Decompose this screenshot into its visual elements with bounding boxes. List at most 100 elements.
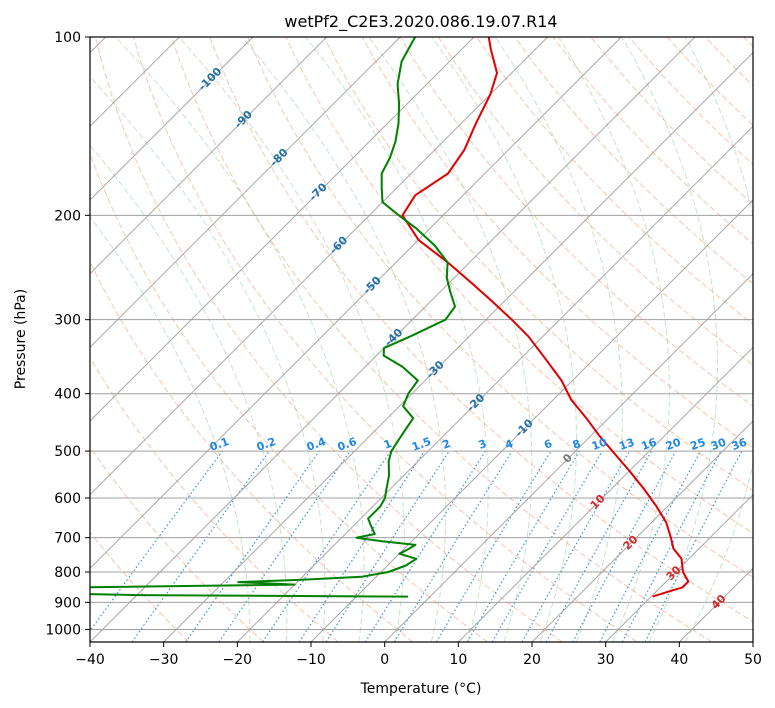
dry-adiabat <box>94 37 563 642</box>
dry-adiabat <box>361 37 753 449</box>
x-tick-label: 30 <box>597 652 615 668</box>
isotherm-line <box>163 51 753 642</box>
y-tick-label: 300 <box>54 313 81 329</box>
moist-adiabat <box>90 215 251 642</box>
dry-adiabat <box>514 37 753 285</box>
x-tick-label: 10 <box>449 652 467 668</box>
mixing-ratio-label: 20 <box>664 436 683 454</box>
dry-adiabat <box>90 356 339 642</box>
mixing-ratio-line <box>572 450 677 642</box>
x-tick-label: −20 <box>223 652 253 668</box>
mixing-ratio-line <box>185 450 320 642</box>
mixing-ratio-line <box>545 450 653 642</box>
mixing-ratio-label: 0.4 <box>305 435 328 454</box>
x-tick-label: 20 <box>523 652 541 668</box>
isotherm-line <box>531 420 753 642</box>
mixing-ratio-label: 6 <box>542 437 554 452</box>
mixing-ratio-label: 3 <box>477 437 489 452</box>
isotherm-line <box>457 346 753 642</box>
moist-adiabat <box>558 37 670 642</box>
isotherm-line <box>752 641 753 642</box>
isotherm-line <box>90 37 475 422</box>
mixing-ratio-label: 0.2 <box>255 435 278 454</box>
dewpoint-line <box>90 37 456 598</box>
moist-adiabat <box>115 37 365 642</box>
plot-frame <box>89 36 754 643</box>
mixing-ratio-line <box>90 450 223 632</box>
y-tick-label: 200 <box>54 208 81 224</box>
y-tick-label: 100 <box>54 30 81 46</box>
dry-adiabat <box>90 446 264 642</box>
y-tick-label: 600 <box>54 491 81 507</box>
y-tick-label: 1000 <box>45 622 81 638</box>
mixing-ratio-label: 1.5 <box>410 435 433 454</box>
isotherm-line <box>605 493 753 642</box>
moist-adiabat <box>241 37 447 642</box>
temperature-line <box>401 37 690 598</box>
mixing-ratio-label: 2 <box>441 437 453 452</box>
dry-adiabat <box>247 37 753 578</box>
dry-adiabat <box>132 37 638 642</box>
x-tick-label: 0 <box>380 652 389 668</box>
moist-adiabat <box>90 76 326 642</box>
mixing-ratio-line <box>393 450 513 642</box>
y-tick-label: 900 <box>54 595 81 611</box>
mixing-ratio-label: 8 <box>571 437 583 452</box>
mixing-ratio-label: 25 <box>689 436 708 453</box>
dry-adiabat <box>90 531 190 642</box>
isotherm-line <box>90 37 401 349</box>
background-lines <box>90 37 753 642</box>
isotherm-line <box>90 37 254 201</box>
y-tick-label: 400 <box>54 387 81 403</box>
mixing-ratio-line <box>131 450 270 642</box>
isotherm-line <box>310 199 753 642</box>
mixing-ratio-line <box>644 450 743 642</box>
mixing-ratio-label: 30 <box>709 436 728 454</box>
isotherm-line <box>90 37 549 496</box>
x-tick-label: 50 <box>744 652 762 668</box>
mixing-ratio-label: 0.1 <box>208 435 231 454</box>
mixing-ratio-label: 16 <box>640 436 659 454</box>
y-tick-label: 500 <box>54 444 81 460</box>
mixing-ratio-line <box>218 450 351 642</box>
moist-adiabat <box>621 37 718 642</box>
mixing-ratio-label: 0.6 <box>336 435 359 454</box>
moist-adiabat <box>90 144 288 642</box>
y-tick-label: 800 <box>54 565 81 581</box>
moist-adiabat <box>368 37 533 642</box>
dry-adiabat <box>437 37 753 366</box>
mixing-ratio-line <box>262 450 392 642</box>
x-tick-label: −40 <box>75 652 105 668</box>
dry-adiabat <box>209 37 753 623</box>
x-tick-label: −30 <box>149 652 179 668</box>
dry-adiabat <box>90 152 488 642</box>
isotherm-line <box>90 37 696 642</box>
y-axis-title: Pressure (hPa) <box>13 289 29 389</box>
moist-adiabat <box>178 37 405 642</box>
dry-adiabat <box>285 37 753 535</box>
chart-title: wetPf2_C2E3.2020.086.19.07.R14 <box>284 12 557 32</box>
mixing-ratio-line <box>325 450 450 642</box>
mixing-ratio-label: 10 <box>590 436 609 454</box>
pressure-grid <box>90 37 753 630</box>
mixing-ratio-label: 36 <box>730 436 749 454</box>
x-axis-title: Temperature (°C) <box>360 681 482 697</box>
isotherm-line <box>236 125 753 642</box>
mixing-ratio-label: 1 <box>382 437 394 452</box>
isotherm-line <box>90 37 328 275</box>
mixing-ratio-line <box>521 450 631 642</box>
profile-lines <box>90 37 690 598</box>
isotherm-line <box>90 37 622 570</box>
y-axis-ticks: 1000 900 800 700 600 500 400 300 200 100 <box>45 30 90 638</box>
x-tick-label: 40 <box>670 652 688 668</box>
moist-adiabat <box>684 37 753 642</box>
y-tick-label: 700 <box>54 531 81 547</box>
x-axis-ticks: −40 −30 −20 −10 0 10 20 30 40 50 <box>75 642 762 668</box>
mixing-ratio-label: 13 <box>617 436 636 453</box>
isotherm-line <box>384 272 753 642</box>
x-tick-label: −10 <box>296 652 326 668</box>
dry-adiabat <box>399 37 753 407</box>
plot-background <box>90 37 753 642</box>
mixing-ratio-label: 4 <box>503 437 515 452</box>
